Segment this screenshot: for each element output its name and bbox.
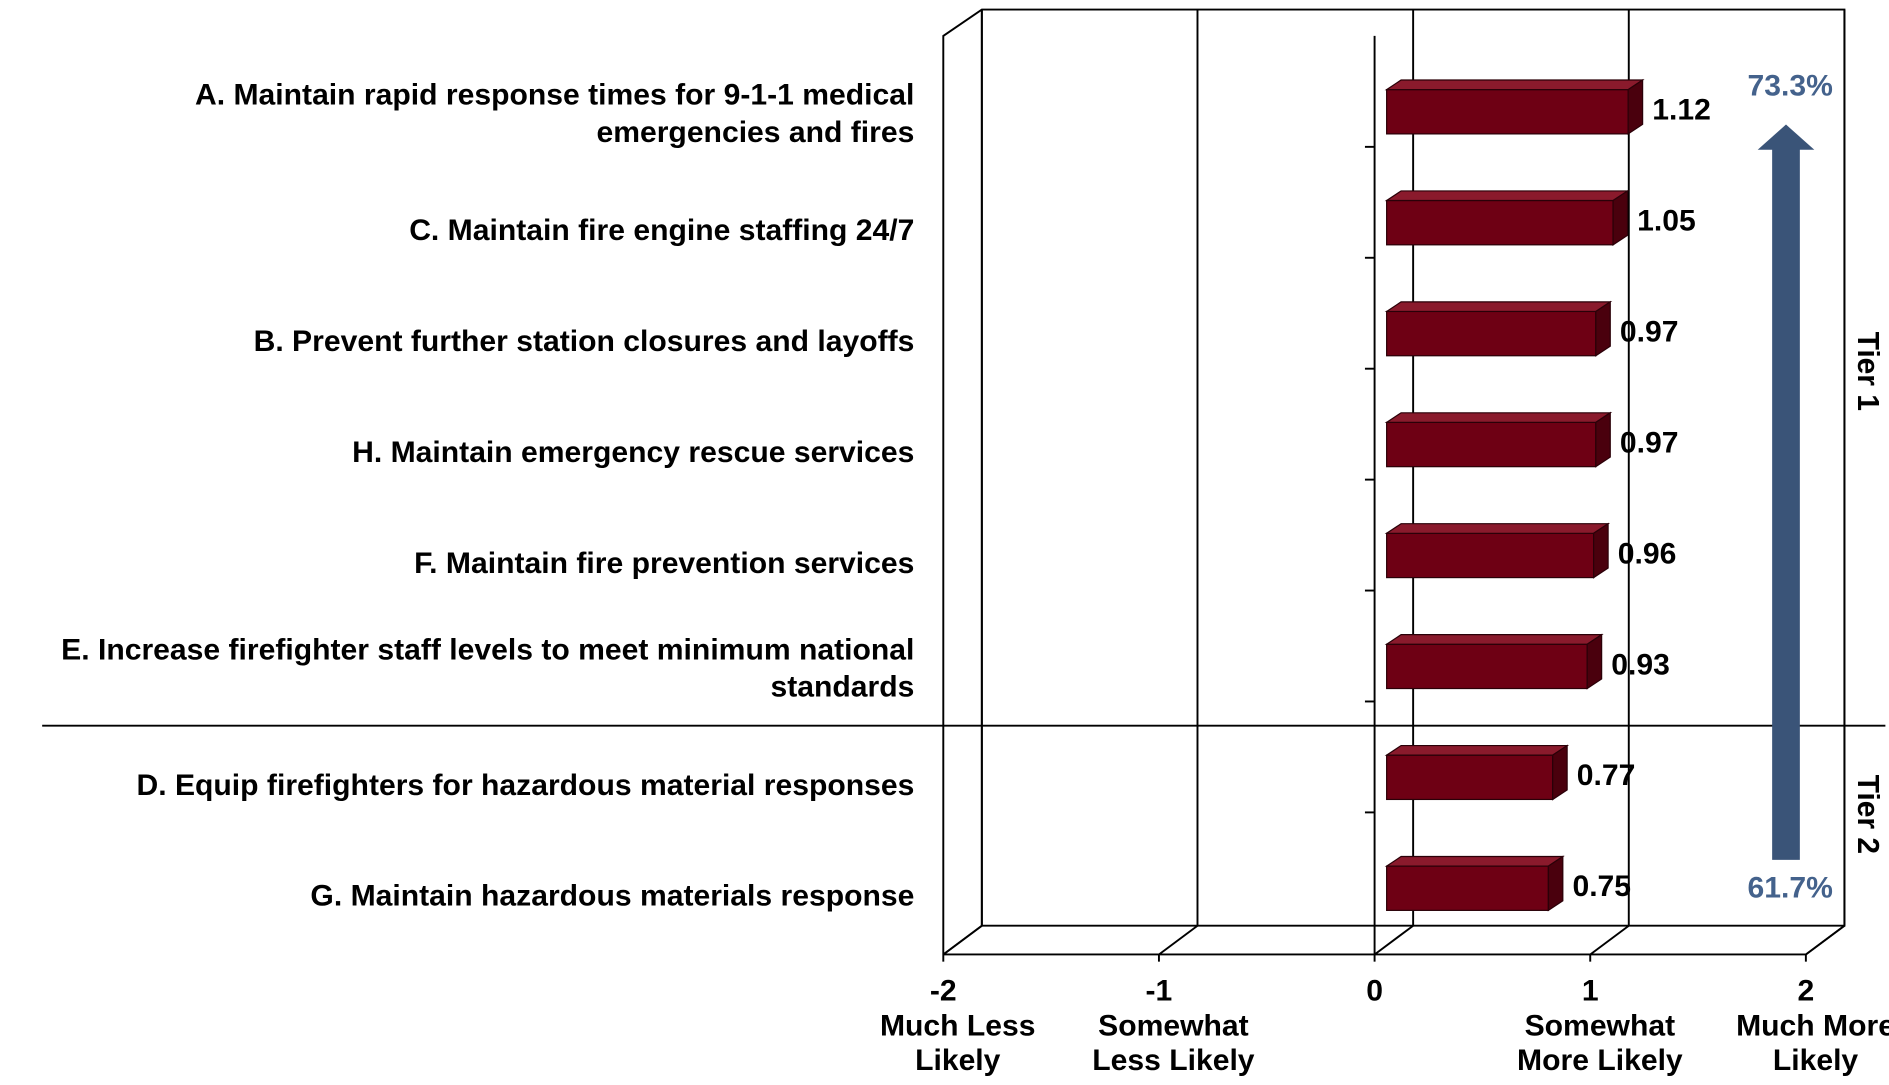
x-tick-caption: Likely xyxy=(1773,1044,1859,1077)
bar-side xyxy=(1595,411,1611,468)
x-tick-caption: Somewhat xyxy=(1525,1010,1676,1043)
bar-top xyxy=(1384,634,1604,645)
bar xyxy=(1386,88,1629,135)
bar xyxy=(1386,754,1554,801)
category-label: A. Maintain rapid response times for 9-1… xyxy=(195,79,914,112)
category-label: F. Maintain fire prevention services xyxy=(414,547,914,580)
x-tick-label: 1 xyxy=(1582,975,1599,1008)
bar-top xyxy=(1384,301,1613,313)
arrow-head xyxy=(1757,124,1815,150)
x-tick-label: 2 xyxy=(1797,975,1814,1008)
bar xyxy=(1386,532,1595,579)
category-label: G. Maintain hazardous materials response xyxy=(310,880,914,913)
category-label: emergencies and fires xyxy=(596,116,914,149)
value-label: 0.75 xyxy=(1572,870,1631,903)
bar-side xyxy=(1586,633,1603,690)
bar-top xyxy=(1384,412,1613,423)
bar-side xyxy=(1627,78,1644,136)
x-tick-caption: Much Less xyxy=(880,1010,1036,1043)
x-tick-caption: Less Likely xyxy=(1092,1044,1255,1077)
floor-grid-line xyxy=(1374,924,1414,956)
floor-grid-line xyxy=(942,924,983,956)
arrow-shaft xyxy=(1772,148,1800,860)
bar xyxy=(1386,643,1588,690)
value-label: 1.05 xyxy=(1637,205,1696,238)
x-tick-label: -2 xyxy=(930,975,957,1008)
bar-top xyxy=(1384,855,1565,867)
x-tick-caption: More Likely xyxy=(1517,1044,1683,1077)
bar-top xyxy=(1384,744,1570,756)
floor-grid-line xyxy=(1805,924,1846,956)
category-label: C. Maintain fire engine staffing 24/7 xyxy=(409,214,914,247)
bar-side xyxy=(1552,744,1568,801)
bar xyxy=(1386,865,1549,911)
percent-bottom: 61.7% xyxy=(1748,872,1833,905)
x-tick-caption: Somewhat xyxy=(1098,1010,1249,1043)
category-label: D. Equip firefighters for hazardous mate… xyxy=(136,769,914,802)
percent-top: 73.3% xyxy=(1748,69,1833,102)
value-label: 0.97 xyxy=(1620,316,1679,349)
x-tick-caption: Likely xyxy=(915,1044,1001,1077)
category-label: E. Increase firefighter staff levels to … xyxy=(61,633,914,666)
bar-top xyxy=(1384,190,1630,202)
bar-side xyxy=(1612,189,1629,246)
bar-top xyxy=(1384,79,1645,91)
value-label: 0.77 xyxy=(1577,759,1636,792)
floor-grid-line xyxy=(1158,924,1199,956)
chart-walls xyxy=(942,8,1846,955)
value-label: 0.93 xyxy=(1611,648,1670,681)
x-tick-caption: Much More xyxy=(1736,1010,1889,1043)
bar-top xyxy=(1384,523,1611,534)
value-label: 1.12 xyxy=(1652,94,1711,127)
bar xyxy=(1386,310,1597,357)
bar xyxy=(1386,421,1597,468)
category-label: standards xyxy=(770,671,914,704)
category-label: B. Prevent further station closures and … xyxy=(254,325,915,358)
value-label: 0.97 xyxy=(1620,427,1679,460)
tier-label: Tier 1 xyxy=(1851,332,1884,411)
tier-label: Tier 2 xyxy=(1851,775,1884,854)
bar-side xyxy=(1595,300,1611,357)
value-label: 0.96 xyxy=(1618,537,1677,570)
x-tick-label: -1 xyxy=(1146,975,1173,1008)
floor-grid-line xyxy=(1589,924,1630,956)
bar xyxy=(1386,199,1614,246)
category-label: H. Maintain emergency rescue services xyxy=(352,436,914,469)
bar-side xyxy=(1593,522,1609,579)
bar-side xyxy=(1547,855,1564,912)
x-tick-label: 0 xyxy=(1366,975,1383,1008)
